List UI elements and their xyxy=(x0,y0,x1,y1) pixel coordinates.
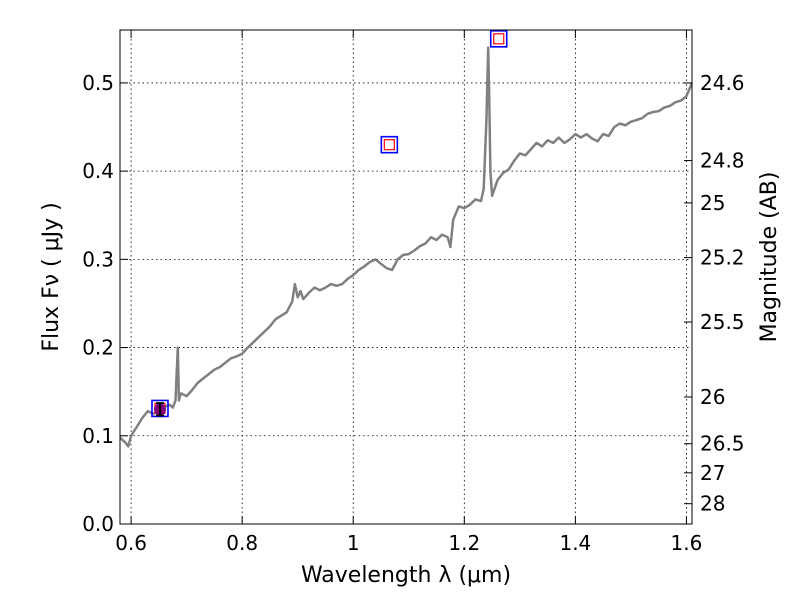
y-right-tick-label: 25.5 xyxy=(700,310,745,334)
x-axis-label: Wavelength λ (μm) xyxy=(301,563,511,588)
x-tick-label: 1.4 xyxy=(559,531,591,555)
y-tick-label: 0.3 xyxy=(82,247,114,271)
data-marker-red-square xyxy=(493,33,505,45)
y-tick-label: 0.0 xyxy=(82,512,114,536)
markers-layer xyxy=(151,30,508,418)
series-layer xyxy=(119,46,694,448)
x-tick-label: 1 xyxy=(347,531,360,555)
data-marker-red-square xyxy=(383,139,395,151)
y-right-tick-label: 26.5 xyxy=(700,432,745,456)
data-marker-blue-square xyxy=(380,135,399,154)
y-right-tick-label: 28 xyxy=(700,492,725,516)
x-tick-label: 0.8 xyxy=(226,531,258,555)
ticks-layer: 0.6 0.8 1 1.2 1.4 1.6 0.0 0.1 0.2 0.3 0.4 0.5 24.6 24… xyxy=(82,30,745,555)
y-right-tick-label: 26 xyxy=(700,385,725,409)
grid xyxy=(120,30,692,525)
y-right-tick-label: 25 xyxy=(700,191,725,215)
y-right-tick-label: 24.6 xyxy=(700,71,745,95)
y-right-tick-label: 24.8 xyxy=(700,149,745,173)
series-line xyxy=(119,46,694,448)
y-axis-right-label: Magnitude (AB) xyxy=(757,172,782,343)
axes-layer xyxy=(119,29,693,525)
plot-frame xyxy=(119,29,693,525)
y-tick-label: 0.4 xyxy=(82,159,114,183)
y-tick-label: 0.2 xyxy=(82,336,114,360)
x-tick-label: 1.6 xyxy=(671,531,703,555)
y-tick-label: 0.1 xyxy=(82,424,114,448)
y-axis-label: Flux Fν ( μJy ) xyxy=(39,202,64,351)
y-right-tick-label: 27 xyxy=(700,461,725,485)
y-tick-label: 0.5 xyxy=(82,71,114,95)
x-tick-label: 0.6 xyxy=(115,531,147,555)
y-right-tick-label: 25.2 xyxy=(700,246,745,270)
x-tick-label: 1.2 xyxy=(448,531,480,555)
data-marker-blue-square xyxy=(489,30,508,48)
